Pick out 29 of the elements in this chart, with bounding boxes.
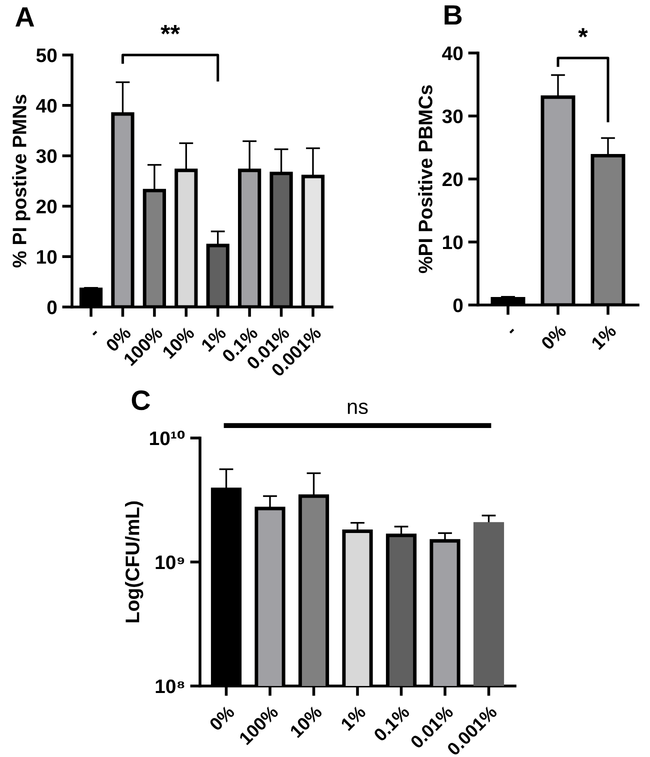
- chart-title: C: [132, 390, 150, 410]
- y-tick-label: 20: [36, 200, 57, 214]
- y-tick-label: 40: [442, 46, 463, 60]
- y-tick-label: 10⁹: [156, 555, 184, 570]
- y-tick-label: 10: [37, 250, 57, 264]
- y-tick-label: 30: [36, 149, 57, 164]
- chart-title: B: [444, 5, 462, 25]
- chart-title: A: [15, 7, 34, 27]
- x-tick-label: 1%: [340, 704, 367, 732]
- y-tick-label: 10⁸: [156, 679, 184, 694]
- y-tick-label: 10¹⁰: [150, 430, 185, 446]
- x-tick-label: 1%: [590, 324, 618, 350]
- text: *: [578, 28, 588, 38]
- y-tick-label: 0: [453, 298, 463, 312]
- text: **: [160, 25, 180, 34]
- y-axis-title: Log(CFU/mL): [125, 501, 144, 622]
- x-tick-label: 0%: [540, 324, 568, 350]
- x-tick-label: 0%: [208, 704, 236, 732]
- y-axis-title: % PI postive PMNs: [12, 94, 30, 268]
- x-tick-label: -: [509, 328, 514, 334]
- y-tick-label: 0: [47, 300, 57, 314]
- y-tick-label: 40: [36, 98, 57, 113]
- y-axis-title: %PI Positive PBMCs: [418, 85, 432, 274]
- text: ns: [348, 402, 368, 414]
- x-tick-label: -: [92, 330, 98, 336]
- y-tick-label: 50: [36, 48, 57, 62]
- y-tick-label: 10: [443, 235, 463, 250]
- y-tick-label: 20: [442, 172, 463, 186]
- y-tick-label: 30: [442, 109, 463, 124]
